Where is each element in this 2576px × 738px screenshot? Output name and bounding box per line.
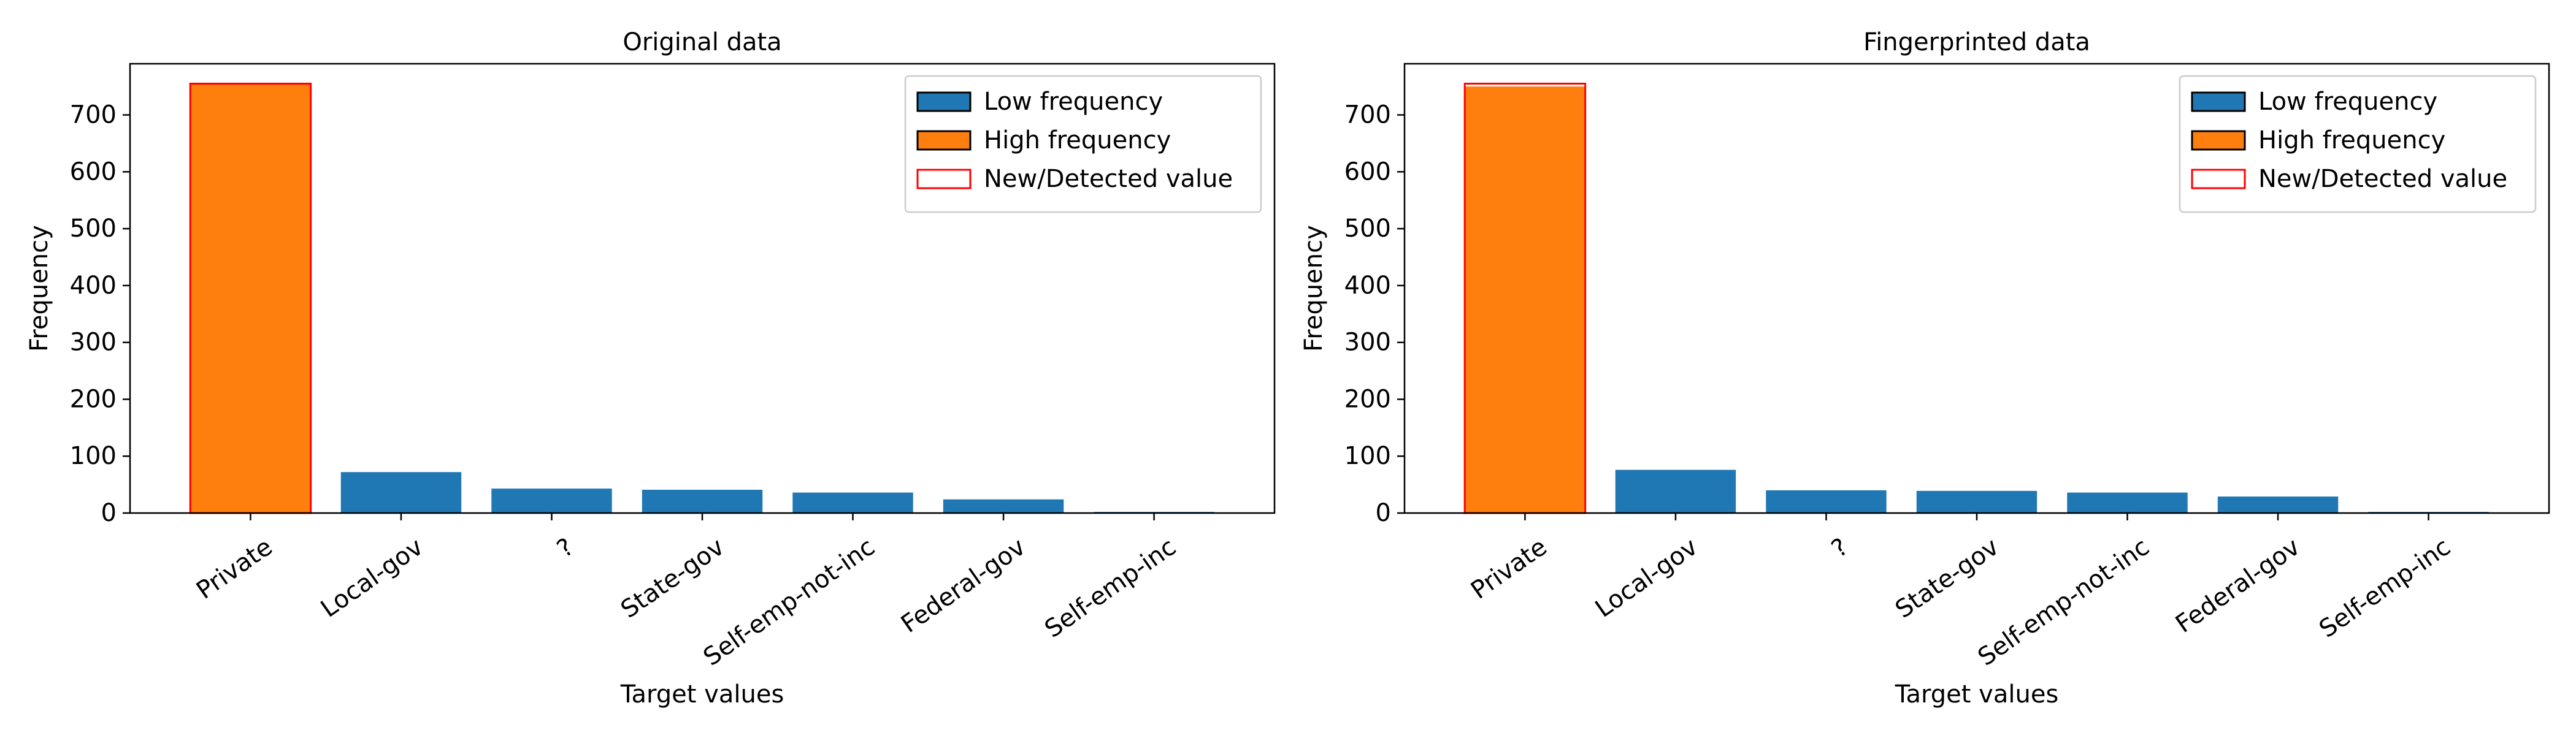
bar-- (491, 489, 612, 513)
bar-federal-gov (943, 499, 1064, 513)
chart-title: Original data (623, 28, 781, 56)
x-tick-label: State-gov (616, 533, 729, 624)
y-tick-label: 400 (1344, 272, 1391, 300)
y-tick-label: 700 (1344, 101, 1391, 129)
y-tick-label: 100 (1344, 442, 1391, 470)
x-tick-label: Self-emp-inc (2314, 533, 2456, 644)
legend-box (904, 75, 1262, 213)
bar-private (1465, 86, 1585, 514)
y-tick-label: 500 (70, 215, 117, 243)
y-tick-label: 0 (101, 499, 117, 527)
x-tick-label: Federal-gov (2171, 533, 2305, 639)
y-tick-label: 600 (1344, 158, 1391, 186)
x-tick-label: Self-emp-inc (1040, 533, 1181, 644)
x-tick-label: State-gov (1890, 533, 2004, 624)
y-tick-label: 200 (1344, 385, 1391, 413)
x-tick-label: Federal-gov (896, 533, 1030, 639)
legend-swatch-high (2191, 130, 2246, 151)
y-tick-label: 300 (1344, 329, 1391, 357)
bar-local-gov (1615, 470, 1736, 513)
legend-box (2179, 75, 2537, 213)
chart-panel-2: 0 100 200 300 400 500 600 700 Private Local-gov? S… (1300, 28, 2550, 709)
legend-swatch-detected (916, 169, 972, 189)
legend: Low frequency High frequency New/Detected … (904, 75, 1262, 213)
bar-state-gov (642, 489, 763, 513)
y-tick-label: 600 (70, 158, 117, 186)
bar-self-emp-not-inc (2067, 492, 2188, 513)
legend-label: Low frequency (2258, 88, 2437, 116)
y-tick-label: 0 (1376, 499, 1391, 527)
bar-- (1766, 490, 1887, 513)
y-axis-label: Frequency (1300, 225, 1328, 352)
y-tick-label: 200 (70, 385, 117, 413)
y-tick-label: 400 (70, 272, 117, 300)
legend-swatch-low (916, 91, 972, 112)
x-axis-label: Target values (620, 680, 784, 709)
bar-private (190, 83, 311, 514)
legend-label: High frequency (984, 126, 1171, 154)
bar-federal-gov (2217, 496, 2339, 513)
legend-label: High frequency (2258, 126, 2445, 154)
chart-title: Fingerprinted data (1863, 28, 2090, 56)
y-tick-label: 700 (70, 101, 117, 129)
chart-panel-1: 0 100 200 300 400 500 600 700 Private Local-gov? S… (25, 28, 1276, 709)
x-tick-label: Local-gov (1590, 533, 1703, 623)
y-tick-label: 300 (70, 329, 117, 357)
legend-label: New/Detected value (984, 165, 1233, 193)
legend-swatch-high (916, 130, 972, 151)
x-axis-label: Target values (1895, 680, 2059, 709)
x-tick-label: ? (552, 533, 579, 563)
y-axis-label: Frequency (25, 225, 53, 352)
legend-swatch-detected (2191, 169, 2246, 189)
legend-label: New/Detected value (2258, 165, 2507, 193)
x-tick-label: Local-gov (316, 533, 428, 623)
x-tick-label: Private (191, 533, 278, 605)
y-tick-label: 100 (70, 442, 117, 470)
legend-label: Low frequency (984, 88, 1163, 116)
legend-swatch-low (2191, 91, 2246, 112)
y-tick-label: 500 (1344, 215, 1391, 243)
x-tick-label: Private (1466, 533, 1552, 605)
legend: Low frequency High frequency New/Detected … (2179, 75, 2537, 213)
bar-self-emp-not-inc (792, 492, 913, 513)
bar-state-gov (1916, 490, 2037, 513)
x-tick-label: ? (1827, 533, 1853, 563)
bar-local-gov (340, 472, 462, 513)
